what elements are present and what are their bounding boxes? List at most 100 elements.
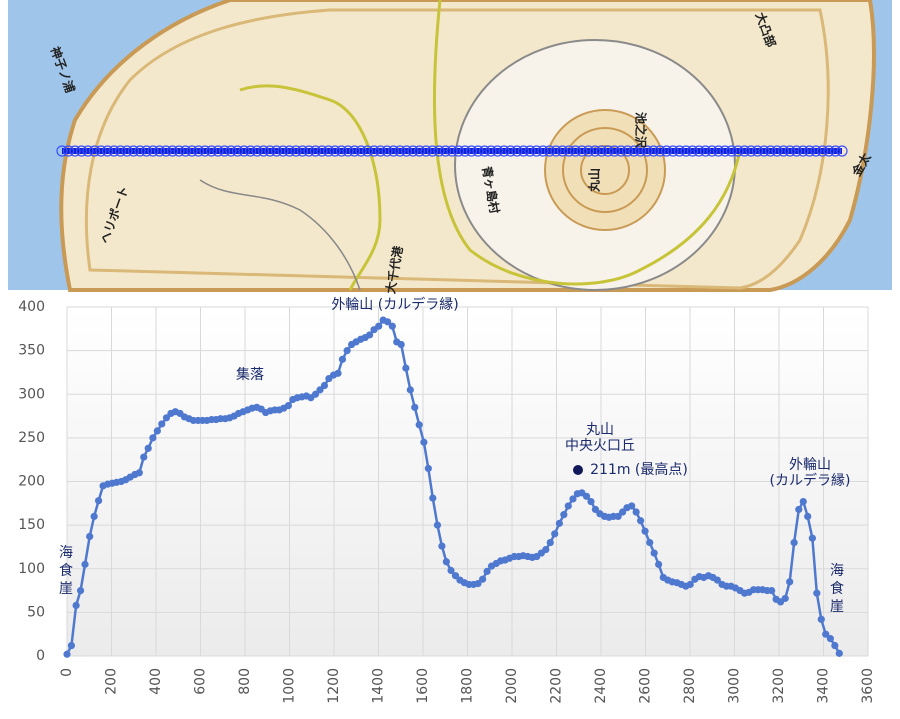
profile-point [67,641,76,650]
annotation: 崖 [830,599,844,615]
track-point [407,145,419,157]
y-tick-label: 200 [18,474,45,490]
track-point [524,145,536,157]
track-point [829,145,842,157]
track-point [478,145,491,157]
y-tick-label: 400 [18,299,45,315]
track-point [777,145,790,157]
track-point [134,145,146,157]
track-point [751,145,764,157]
track-point [452,145,465,157]
x-tick-label: 1800 [460,668,476,704]
track-point [264,145,276,157]
annotation: 海 [830,563,844,579]
y-tick-label: 150 [18,517,45,533]
x-tick-label: 0 [59,668,75,677]
track-point [374,145,387,157]
y-tick-label: 350 [18,343,45,359]
track-point [173,145,185,157]
profile-point [375,322,383,330]
profile-point [451,572,460,580]
track-point [764,145,777,157]
track-point [680,145,692,157]
annotation: 丸山 [586,422,614,438]
track-point [517,145,530,157]
track-point [654,145,666,157]
x-tick-label: 2000 [504,668,520,704]
profile-point [81,560,89,568]
track-point [563,145,575,157]
track-point [225,145,237,157]
map-label: 丸山 [587,168,602,193]
track-point [771,145,783,157]
profile-point [555,519,563,527]
track-point [231,145,244,157]
track-point [95,145,107,157]
track-point [121,145,133,157]
track-point [472,145,484,157]
x-tick-label: 800 [237,668,253,695]
track-point [212,145,224,157]
profile-point [447,566,455,575]
x-tick-label: 2200 [549,668,565,704]
track-point [56,145,68,157]
profile-point [334,369,342,377]
y-tick-label: 50 [27,604,45,620]
x-tick-label: 1400 [371,668,387,704]
labels: 0 50 100 150 200 250 300 350 400 0 200 400 600 800 100… [18,296,876,704]
profile-point [316,386,324,394]
annotation: 中央火口丘 [565,438,635,454]
track-point [140,145,153,157]
x-tick-label: 2800 [682,668,698,704]
profile-point [817,615,825,623]
x-tick-label: 3400 [816,668,832,704]
track-point [790,145,803,157]
x-tick-label: 2600 [638,668,654,704]
track-point [504,145,517,157]
track-point [621,145,634,157]
profile-point [618,508,627,516]
profile-point [424,464,432,473]
profile-point [628,502,636,510]
track-point [277,145,289,157]
track-point [387,145,400,157]
track-point [602,145,614,157]
profile-point [479,575,487,583]
track-point [147,145,159,157]
profile-point [366,331,374,339]
track-point [816,145,829,157]
track-point [576,145,588,157]
map [8,0,892,292]
profile-point [546,538,554,547]
profile-point [822,630,830,638]
profile-point [582,492,591,500]
track-point [498,145,510,157]
track-point [270,145,283,157]
track-point [745,145,757,157]
track-point [784,145,796,157]
track-point [543,145,556,157]
track-point [400,145,413,157]
track-point [251,145,263,157]
profile-point [153,427,161,435]
x-tick-label: 600 [193,668,209,695]
track-point [238,145,250,157]
y-tick-label: 0 [36,648,45,664]
profile-point [646,538,654,547]
track-point [725,145,738,157]
track-point [101,145,114,157]
track-point [166,145,179,157]
track-point [199,145,211,157]
profile-point [94,497,103,505]
track-point [355,145,367,157]
profile-point [790,538,798,547]
profile-point [90,512,98,521]
annotation: 外輪山 [789,456,831,473]
track-point [608,145,621,157]
track-point [641,145,653,157]
track-point [342,145,354,157]
map-label: 池之沢 [634,112,649,149]
profile-point [781,594,789,603]
track-point [179,145,192,157]
